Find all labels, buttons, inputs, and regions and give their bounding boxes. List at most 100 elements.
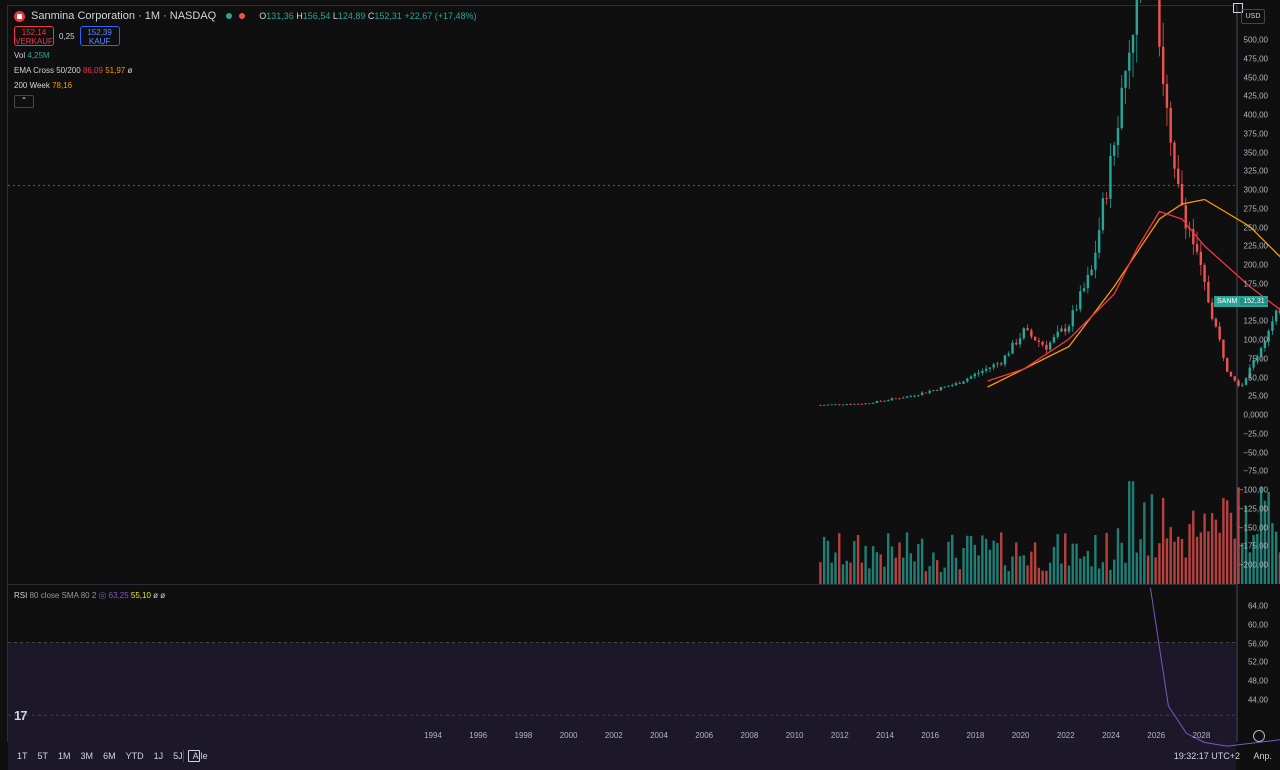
currency-button[interactable]: USD [1241, 9, 1265, 24]
candle [1049, 342, 1051, 349]
time-tick: 2024 [1102, 731, 1120, 740]
timeframe-button-3m[interactable]: 3M [78, 749, 97, 763]
candle [985, 369, 987, 371]
price-tick: 400,00 [1244, 111, 1268, 120]
candle [1218, 326, 1220, 339]
candle [1105, 198, 1107, 199]
calendar-icon[interactable] [188, 750, 200, 762]
volume-bar [902, 558, 904, 584]
volume-bar [1173, 542, 1175, 584]
volume-bar [1230, 513, 1232, 584]
volume-bar [977, 555, 979, 584]
candle [1271, 321, 1273, 331]
volume-bar [1075, 544, 1077, 584]
volume-bar [1154, 557, 1156, 584]
volume-bar [1151, 494, 1153, 584]
volume-bar [1196, 537, 1198, 584]
price-tick: 225,00 [1244, 242, 1268, 251]
price-tick: −50,00 [1243, 448, 1268, 457]
volume-bar [985, 539, 987, 584]
rsi-legend[interactable]: RSI 80 close SMA 80 2 ◎ 63,25 55,10 ø ø [14, 590, 165, 601]
volume-bar [895, 558, 897, 584]
volume-bar [1102, 562, 1104, 584]
volume-bar [1215, 520, 1217, 584]
candle [947, 386, 949, 387]
volume-bar [1053, 547, 1055, 584]
price-tick: 300,00 [1244, 186, 1268, 195]
time-tick: 2022 [1057, 731, 1075, 740]
volume-bar [1004, 565, 1006, 584]
price-tick: −150,00 [1239, 523, 1268, 532]
candle [1136, 0, 1138, 35]
candle [1053, 337, 1055, 343]
buy-button[interactable]: 152,39KAUF [80, 26, 120, 46]
candle [981, 371, 983, 373]
volume-bar [1162, 498, 1164, 584]
rsi-tick: 48,00 [1248, 677, 1268, 686]
candle [1173, 143, 1175, 169]
timeframe-button-1t[interactable]: 1T [14, 749, 31, 763]
reset-chart-icon[interactable] [1253, 730, 1265, 742]
collapse-legend-button[interactable]: ⌃ [14, 95, 34, 108]
volume-bar [1109, 570, 1111, 584]
time-tick: 1996 [469, 731, 487, 740]
timeframe-button-5t[interactable]: 5T [35, 749, 52, 763]
volume-bar [1015, 542, 1017, 584]
timeframe-button-1m[interactable]: 1M [55, 749, 74, 763]
volume-bar [921, 539, 923, 584]
volume-bar [1068, 566, 1070, 584]
volume-bar [1200, 532, 1202, 584]
candle [1113, 145, 1115, 156]
time-tick: 2012 [831, 731, 849, 740]
volume-bar [1079, 559, 1081, 584]
volume-bar [944, 568, 946, 584]
candle [1102, 198, 1104, 230]
candle [910, 396, 912, 397]
candle [1237, 381, 1239, 386]
volume-bar [831, 563, 833, 584]
candle [974, 374, 976, 377]
time-tick: 2002 [605, 731, 623, 740]
volume-bar [1207, 531, 1209, 584]
volume-bar [970, 536, 972, 584]
timeframe-button-1j[interactable]: 1J [151, 749, 167, 763]
rsi-settings-icon[interactable]: ◎ [99, 590, 107, 600]
volume-legend[interactable]: Vol 4,25M [14, 51, 477, 61]
timeframe-button-ytd[interactable]: YTD [123, 749, 147, 763]
week200-legend[interactable]: 200 Week 78,16 [14, 81, 477, 91]
volume-bar [959, 569, 961, 584]
volume-bar [1072, 544, 1074, 584]
volume-bar [910, 553, 912, 584]
volume-bar [932, 552, 934, 584]
volume-bar [989, 550, 991, 584]
symbol-title[interactable]: Sanmina Corporation · 1M · NASDAQ [31, 10, 216, 22]
tradingview-logo[interactable]: 17 [14, 708, 26, 723]
adjust-button[interactable]: Anp. [1253, 751, 1272, 761]
price-tick: 50,00 [1248, 373, 1268, 382]
chart-legend: Sanmina Corporation · 1M · NASDAQ O131,3… [14, 8, 477, 108]
candle [1030, 330, 1032, 336]
candle [1241, 385, 1243, 386]
volume-bar [992, 541, 994, 584]
clock[interactable]: 19:32:17 UTC+2 [1174, 751, 1240, 761]
candle [872, 403, 874, 404]
ema-cross-legend[interactable]: EMA Cross 50/200 86,09 51,97 ø [14, 66, 477, 76]
volume-bar [1060, 564, 1062, 584]
candle [1222, 340, 1224, 358]
volume-bar [1038, 568, 1040, 584]
volume-bar [974, 545, 976, 584]
timeframe-button-6m[interactable]: 6M [100, 749, 119, 763]
time-tick: 2018 [966, 731, 984, 740]
candle [868, 403, 870, 404]
sell-button[interactable]: 152,14VERKAUF [14, 26, 54, 46]
volume-bar [1275, 532, 1277, 584]
volume-bar [947, 542, 949, 584]
candle [1203, 265, 1205, 282]
volume-bar [1064, 533, 1066, 584]
price-tick: 200,00 [1244, 261, 1268, 270]
volume-bar [1023, 555, 1025, 584]
candle [959, 383, 961, 384]
volume-bar [1098, 569, 1100, 584]
candle [819, 405, 821, 406]
